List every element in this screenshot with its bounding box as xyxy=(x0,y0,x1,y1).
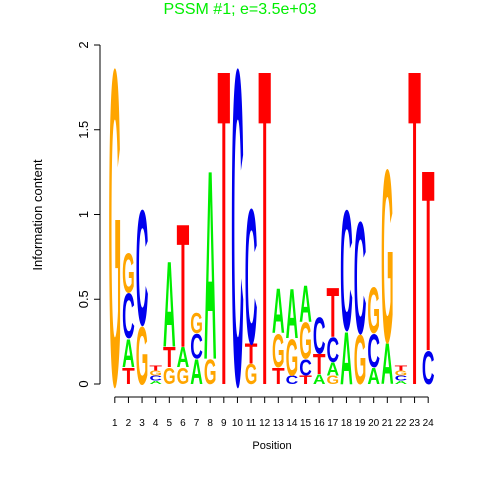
logo-letter: C xyxy=(395,374,408,382)
logo-letter: G xyxy=(163,364,176,390)
logo-letter: C xyxy=(149,374,162,382)
logo-letter: A xyxy=(395,380,408,386)
logo-letter: G xyxy=(149,369,162,377)
y-tick-label: 2 xyxy=(76,41,91,48)
logo-letter: T xyxy=(408,0,421,480)
x-tick-label: 13 xyxy=(273,418,285,429)
logo-letter: A xyxy=(122,331,135,376)
x-tick-label: 23 xyxy=(409,418,421,429)
logo-letter: G xyxy=(122,241,135,304)
x-tick-label: 12 xyxy=(259,418,271,429)
logo-letter: T xyxy=(327,272,340,352)
logo-letter: G xyxy=(136,309,149,402)
logo-letter: C xyxy=(231,0,244,480)
logo-letter: G xyxy=(109,0,122,480)
logo-letter: A xyxy=(313,372,326,387)
logo-letter: G xyxy=(286,330,299,388)
logo-letter: C xyxy=(122,281,135,352)
y-tick-label: 0 xyxy=(76,380,91,387)
chart-title: PSSM #1; e=3.5e+03 xyxy=(164,1,317,18)
logo-letter: C xyxy=(327,330,340,369)
x-tick-label: 11 xyxy=(246,418,257,429)
y-tick-label: 1.5 xyxy=(76,121,91,139)
logo-letter: C xyxy=(136,176,149,360)
logo-letter: T xyxy=(272,364,285,390)
x-tick-label: 22 xyxy=(395,418,407,429)
logo-letter: C xyxy=(422,342,435,395)
x-tick-label: 20 xyxy=(368,418,380,429)
x-tick-label: 7 xyxy=(194,418,200,429)
logo-letter: A xyxy=(327,359,340,380)
logo-letter: T xyxy=(163,342,176,373)
x-tick-label: 5 xyxy=(167,418,173,429)
logo-letter: T xyxy=(395,364,409,372)
y-tick-label: 1 xyxy=(76,211,91,218)
logo-letter: T xyxy=(299,374,312,387)
x-tick-label: 21 xyxy=(382,418,394,429)
logo-letter: A xyxy=(177,342,190,373)
logo-letter: T xyxy=(218,0,231,480)
logo-letter: G xyxy=(299,313,312,371)
logo-letter: A xyxy=(286,274,299,354)
logo-letter: C xyxy=(313,308,326,366)
x-tick-label: 15 xyxy=(300,418,312,429)
y-tick-label: 0.5 xyxy=(76,290,91,308)
logo-letter: C xyxy=(190,327,203,366)
logo-letter: G xyxy=(381,119,394,395)
logo-letter: A xyxy=(299,276,312,334)
x-tick-label: 9 xyxy=(221,418,227,429)
logo-letter: G xyxy=(177,364,190,390)
logo-letter: G xyxy=(395,369,408,377)
x-tick-label: 2 xyxy=(126,418,132,429)
logo-letter: G xyxy=(327,374,340,387)
logo-letter: G xyxy=(190,308,203,339)
logo-letter: C xyxy=(286,374,299,387)
x-tick-label: 19 xyxy=(355,418,367,429)
logo-letter: A xyxy=(367,364,380,390)
logo-letter: G xyxy=(272,325,285,378)
x-axis-label: Position xyxy=(252,440,291,452)
logo-letter: G xyxy=(367,274,380,348)
x-tick-label: 6 xyxy=(180,418,186,429)
logo-letter: T xyxy=(258,0,271,480)
x-tick-label: 10 xyxy=(232,418,244,429)
logo-letter: C xyxy=(354,190,367,369)
logo-letter: G xyxy=(354,319,367,399)
x-tick-label: 4 xyxy=(153,418,159,429)
x-tick-label: 1 xyxy=(112,418,118,429)
logo-letter: G xyxy=(245,359,258,390)
logo-letter: T xyxy=(313,349,326,380)
logo-letter: T xyxy=(245,338,258,369)
logo-letter: A xyxy=(340,315,353,400)
logo-letter: A xyxy=(163,236,176,373)
x-tick-label: 24 xyxy=(423,418,435,429)
logo-letter: T xyxy=(149,364,163,372)
logo-letter: A xyxy=(149,380,162,386)
logo-letter: C xyxy=(367,325,380,378)
x-tick-label: 8 xyxy=(207,418,213,429)
logo-letter: C xyxy=(245,170,258,385)
logo-letter: G xyxy=(204,352,217,391)
logo-letter: C xyxy=(340,174,353,367)
logo-letter: T xyxy=(177,186,190,384)
x-tick-label: 16 xyxy=(314,418,326,429)
logo-letter: A xyxy=(204,113,217,416)
logo-letter: T xyxy=(122,364,135,390)
x-tick-label: 17 xyxy=(327,418,339,429)
logo-letter: A xyxy=(381,332,394,397)
logo-letter: A xyxy=(272,276,285,347)
logo-letter: C xyxy=(299,355,312,381)
logo-letter: A xyxy=(190,352,203,391)
logo-letter: T xyxy=(422,116,435,405)
x-tick-label: 18 xyxy=(341,418,353,429)
y-axis-label: Information content xyxy=(30,159,45,271)
x-tick-label: 3 xyxy=(139,418,145,429)
x-tick-label: 14 xyxy=(286,418,298,429)
